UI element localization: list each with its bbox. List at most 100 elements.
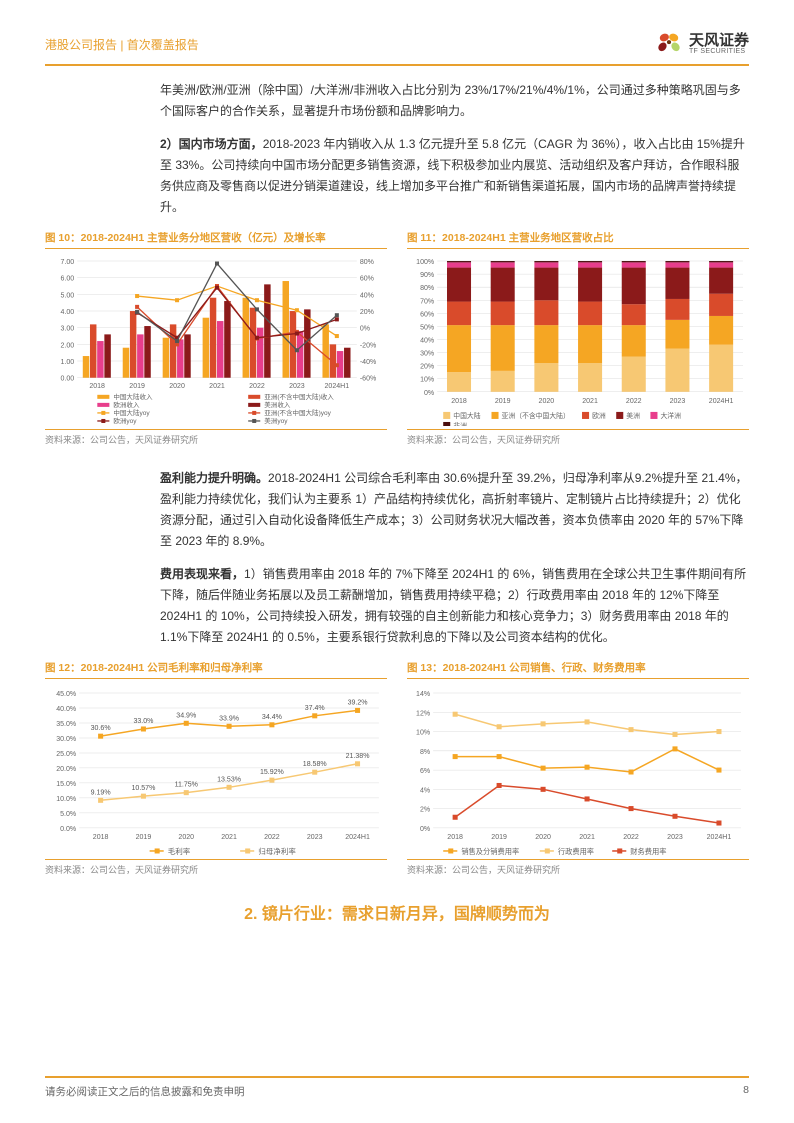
svg-text:0.00: 0.00	[60, 376, 74, 383]
svg-text:非洲: 非洲	[453, 421, 467, 426]
svg-text:50%: 50%	[420, 324, 434, 331]
chart10-source: 资料来源：公司公告，天风证券研究所	[45, 429, 387, 446]
brand-name-cn: 天风证券	[689, 33, 749, 48]
svg-text:6.00: 6.00	[60, 276, 74, 283]
svg-text:18.58%: 18.58%	[303, 761, 327, 768]
svg-text:40%: 40%	[420, 338, 434, 345]
svg-text:0%: 0%	[424, 390, 434, 397]
svg-text:2018: 2018	[451, 398, 467, 405]
svg-text:中国大陆: 中国大陆	[453, 411, 480, 420]
svg-text:2019: 2019	[136, 834, 152, 841]
svg-text:大洋洲: 大洋洲	[660, 411, 681, 420]
svg-text:70%: 70%	[420, 298, 434, 305]
svg-text:-60%: -60%	[360, 376, 376, 383]
svg-text:5.00: 5.00	[60, 292, 74, 299]
svg-text:2023: 2023	[307, 834, 323, 841]
svg-text:21.38%: 21.38%	[346, 753, 370, 760]
svg-text:2018: 2018	[93, 834, 109, 841]
page-footer: 请务必阅读正文之后的信息披露和免责申明 8	[45, 1076, 749, 1099]
chart11-source: 资料来源：公司公告，天风证券研究所	[407, 429, 749, 446]
svg-text:40%: 40%	[360, 292, 374, 299]
section-2-heading: 2. 镜片行业：需求日新月异，国牌顺势而为	[45, 900, 749, 924]
brand-logo: 天风证券 TF SECURITIES	[655, 30, 749, 58]
svg-text:20.0%: 20.0%	[56, 766, 76, 773]
svg-text:15.92%: 15.92%	[260, 769, 284, 776]
svg-text:销售及分销费用率: 销售及分销费用率	[461, 847, 519, 856]
svg-text:8%: 8%	[420, 749, 430, 756]
svg-text:2.00: 2.00	[60, 342, 74, 349]
chart11-title: 图 11：2018-2024H1 主营业务地区营收占比	[407, 230, 749, 249]
chart12-source: 资料来源：公司公告，天风证券研究所	[45, 859, 387, 876]
svg-text:0%: 0%	[360, 326, 370, 333]
page-number: 8	[743, 1084, 749, 1099]
svg-text:4.00: 4.00	[60, 309, 74, 316]
svg-text:14%: 14%	[416, 691, 430, 698]
svg-text:-20%: -20%	[360, 342, 376, 349]
svg-text:13.53%: 13.53%	[217, 776, 241, 783]
svg-text:10%: 10%	[416, 730, 430, 737]
svg-text:2021: 2021	[209, 383, 225, 390]
svg-text:80%: 80%	[360, 259, 374, 266]
svg-text:30.6%: 30.6%	[91, 725, 111, 732]
svg-text:欧洲收入: 欧洲收入	[113, 400, 140, 409]
svg-text:2023: 2023	[670, 398, 686, 405]
svg-text:亚洲（不含中国大陆）: 亚洲（不含中国大陆）	[502, 411, 570, 420]
svg-text:1.00: 1.00	[60, 359, 74, 366]
svg-text:37.4%: 37.4%	[305, 705, 325, 712]
svg-text:亚洲(不含中国大陆)收入: 亚洲(不含中国大陆)收入	[264, 392, 334, 401]
svg-text:毛利率: 毛利率	[168, 846, 191, 856]
svg-text:2020: 2020	[169, 383, 185, 390]
svg-text:2024H1: 2024H1	[709, 398, 734, 405]
svg-text:0%: 0%	[420, 826, 430, 833]
svg-text:11.75%: 11.75%	[175, 782, 198, 789]
svg-text:2019: 2019	[491, 834, 507, 841]
svg-text:中国大陆收入: 中国大陆收入	[113, 392, 153, 401]
svg-text:2018: 2018	[89, 383, 105, 390]
chart12-title: 图 12：2018-2024H1 公司毛利率和归母净利率	[45, 660, 387, 679]
chart13-title: 图 13：2018-2024H1 公司销售、行政、财务费用率	[407, 660, 749, 679]
svg-text:2022: 2022	[264, 834, 280, 841]
svg-text:33.9%: 33.9%	[219, 715, 239, 722]
svg-text:2020: 2020	[535, 834, 551, 841]
chart13: 0%2%4%6%8%10%12%14%201820192020202120222…	[407, 685, 749, 855]
svg-text:2022: 2022	[249, 383, 265, 390]
svg-text:60%: 60%	[420, 311, 434, 318]
svg-text:2022: 2022	[626, 398, 642, 405]
paragraph-2: 2）国内市场方面，2018-2023 年内销收入从 1.3 亿元提升至 5.8 …	[160, 134, 749, 218]
svg-text:90%: 90%	[420, 272, 434, 279]
svg-text:美洲: 美洲	[626, 411, 640, 420]
svg-text:4%: 4%	[420, 787, 430, 794]
page-header: 港股公司报告 | 首次覆盖报告 天风证券 TF SECURITIES	[45, 30, 749, 66]
svg-text:0.0%: 0.0%	[60, 826, 76, 833]
svg-text:34.9%: 34.9%	[176, 712, 196, 719]
svg-text:20%: 20%	[360, 309, 374, 316]
svg-text:财务费用率: 财务费用率	[630, 847, 666, 856]
svg-text:2021: 2021	[579, 834, 595, 841]
svg-text:亚洲(不含中国大陆)yoy: 亚洲(不含中国大陆)yoy	[264, 408, 331, 417]
svg-text:40.0%: 40.0%	[56, 706, 76, 713]
svg-text:2020: 2020	[539, 398, 555, 405]
svg-text:2019: 2019	[495, 398, 511, 405]
footer-disclaimer: 请务必阅读正文之后的信息披露和免责申明	[45, 1084, 245, 1099]
svg-text:15.0%: 15.0%	[56, 781, 76, 788]
svg-text:2%: 2%	[420, 807, 430, 814]
svg-text:2023: 2023	[289, 383, 305, 390]
header-subtitle: 港股公司报告 | 首次覆盖报告	[45, 36, 199, 53]
svg-text:美洲收入: 美洲收入	[264, 400, 291, 409]
svg-text:欧洲yoy: 欧洲yoy	[113, 416, 137, 425]
chart10: 0.001.002.003.004.005.006.007.00-60%-40%…	[45, 255, 387, 425]
svg-text:行政费用率: 行政费用率	[558, 847, 594, 856]
svg-text:30%: 30%	[420, 351, 434, 358]
paragraph-4: 费用表现来看，1）销售费用率由 2018 年的 7%下降至 2024H1 的 6…	[160, 564, 749, 648]
svg-text:2023: 2023	[667, 834, 683, 841]
svg-text:12%: 12%	[416, 710, 430, 717]
svg-text:2019: 2019	[129, 383, 145, 390]
svg-text:100%: 100%	[416, 259, 434, 266]
svg-text:中国大陆yoy: 中国大陆yoy	[113, 408, 150, 417]
svg-text:33.0%: 33.0%	[133, 718, 153, 725]
svg-text:30.0%: 30.0%	[56, 736, 76, 743]
svg-text:39.2%: 39.2%	[348, 699, 368, 706]
chart13-source: 资料来源：公司公告，天风证券研究所	[407, 859, 749, 876]
chart11: 0%10%20%30%40%50%60%70%80%90%100%2018201…	[407, 255, 749, 425]
svg-text:7.00: 7.00	[60, 259, 74, 266]
